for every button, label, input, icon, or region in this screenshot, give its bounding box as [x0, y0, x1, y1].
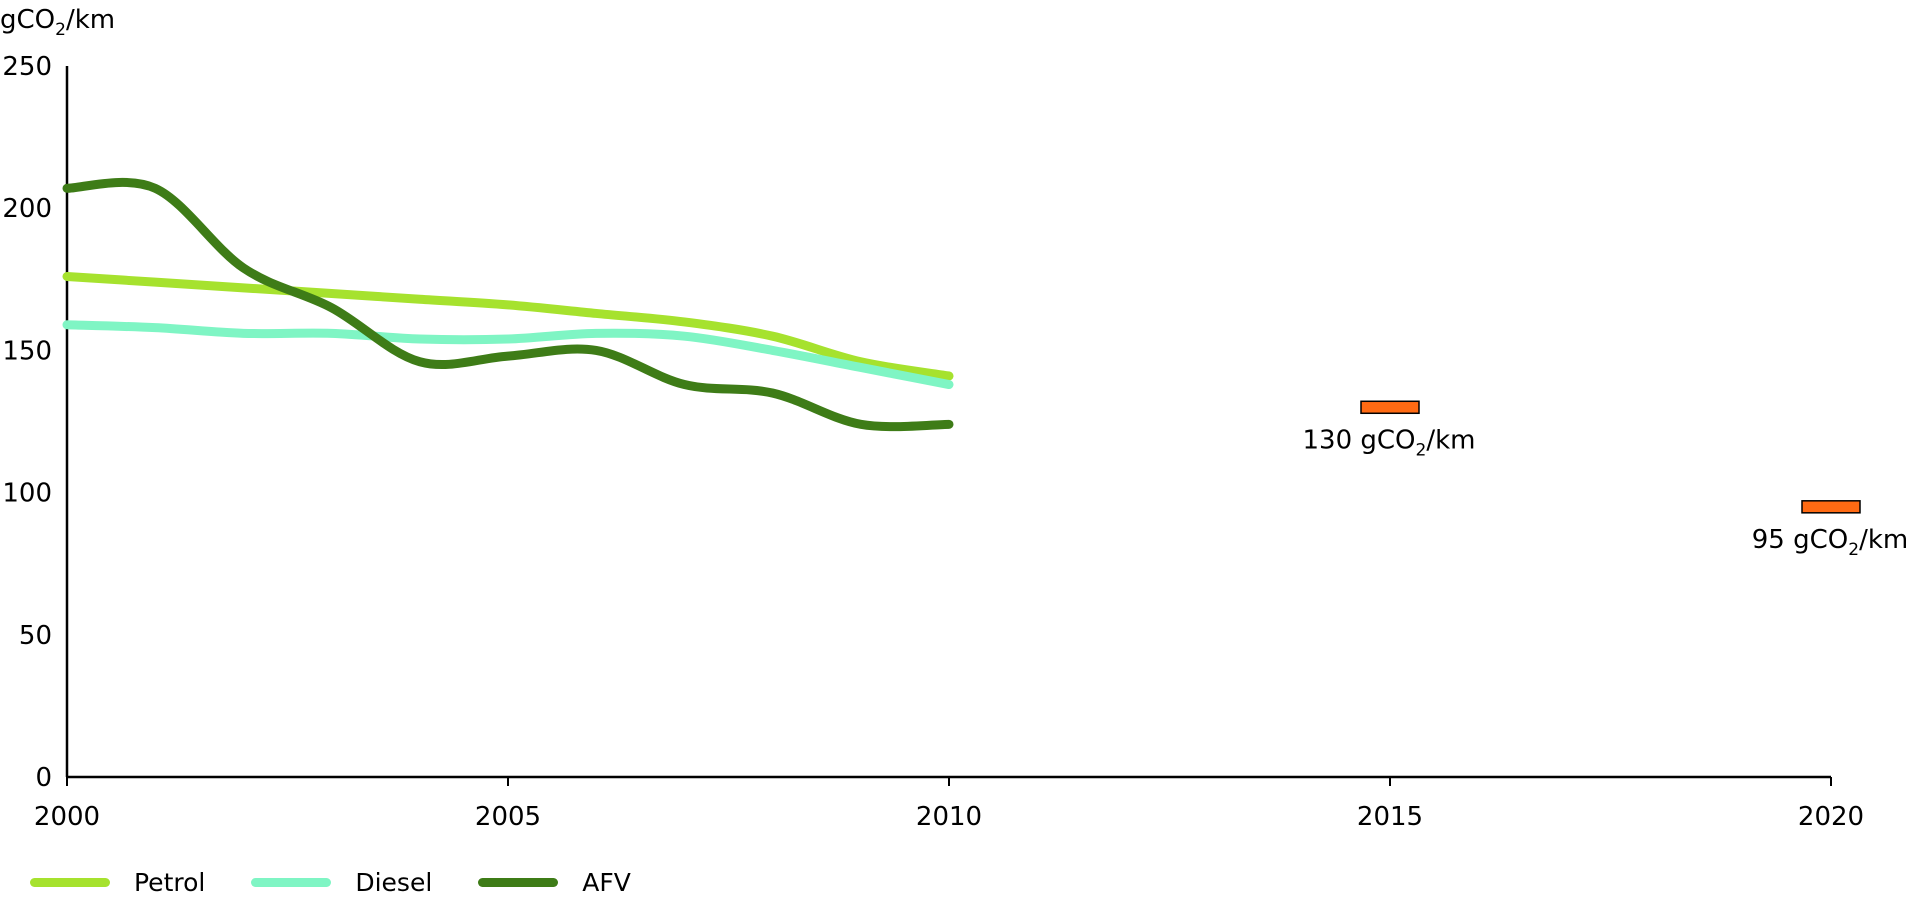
- legend-label-afv: AFV: [582, 867, 631, 897]
- x-tick-label: 2015: [1357, 802, 1423, 832]
- targets-layer: 130 gCO2/km 95 gCO2/km: [1303, 400, 1908, 560]
- series-line-diesel: [62, 320, 954, 390]
- legend-item-afv: AFV: [478, 868, 631, 897]
- y-axis-title: gCO2/km: [0, 5, 115, 40]
- y-tick-label: 250: [2, 52, 52, 82]
- series-layer: [62, 177, 954, 432]
- series-line-afv: [62, 177, 954, 432]
- target-label-2015: 130 gCO2/km: [1303, 425, 1476, 460]
- legend-item-diesel: Diesel: [251, 868, 432, 897]
- y-tick-label: 50: [19, 621, 52, 651]
- legend-swatch-diesel: [251, 877, 332, 887]
- x-tick-label: 2005: [475, 802, 541, 832]
- legend-swatch-petrol: [30, 877, 110, 887]
- y-tick-label: 150: [2, 336, 52, 366]
- target-marker-2015: [1360, 400, 1420, 415]
- legend: Petrol Diesel AFV: [30, 868, 677, 897]
- legend-label-petrol: Petrol: [134, 867, 206, 897]
- series-line-petrol: [62, 271, 954, 381]
- target-marker-2020: [1801, 500, 1861, 514]
- legend-item-petrol: Petrol: [30, 868, 205, 897]
- legend-swatch-afv: [478, 877, 559, 887]
- y-tick-label: 0: [35, 763, 52, 793]
- x-tick-label: 2000: [34, 802, 100, 832]
- x-tick-label: 2020: [1798, 802, 1864, 832]
- legend-label-diesel: Diesel: [355, 867, 433, 897]
- y-tick-label: 100: [2, 479, 52, 509]
- x-tick-label: 2010: [916, 802, 982, 832]
- target-label-2020: 95 gCO2/km: [1752, 525, 1908, 560]
- y-tick-label: 200: [2, 194, 52, 224]
- axes: 0 50 100 150 200 250 2000 2005 2010 2015 2020: [2, 52, 1864, 832]
